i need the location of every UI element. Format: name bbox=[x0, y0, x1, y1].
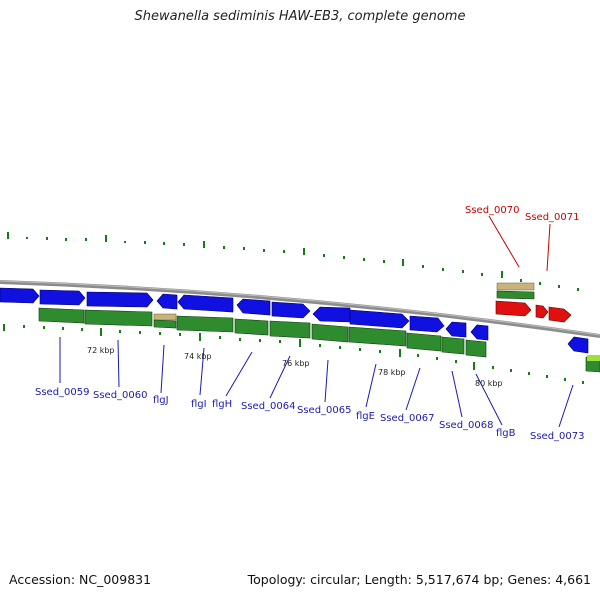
accession-label: Accession: NC_009831 bbox=[9, 572, 152, 587]
scale-label-80kbp: 80 kbp bbox=[475, 379, 503, 388]
gene-arrow[interactable] bbox=[39, 289, 86, 306]
highlighted-genes bbox=[495, 300, 572, 323]
topology-summary: Topology: circular; Length: 5,517,674 bp… bbox=[247, 572, 591, 587]
cds-features bbox=[38, 290, 600, 373]
cds-bar[interactable] bbox=[176, 315, 234, 333]
forward-strand-genes bbox=[0, 287, 589, 354]
leader-line bbox=[269, 355, 291, 399]
scale-label-72kbp: 72 kbp bbox=[87, 346, 115, 355]
genome-backbone-highlight bbox=[0, 280, 600, 336]
scale-label-78kbp: 78 kbp bbox=[378, 368, 406, 377]
leader-line bbox=[558, 384, 574, 428]
gene-label-flgE[interactable]: flgE bbox=[356, 411, 375, 422]
gene-arrow[interactable] bbox=[445, 321, 467, 338]
gene-label-flgH[interactable]: flgH bbox=[212, 399, 232, 410]
cds-bar[interactable] bbox=[348, 326, 407, 347]
gene-label-flgJ[interactable]: flgJ bbox=[153, 395, 169, 406]
gene-arrow[interactable] bbox=[470, 324, 489, 341]
gene-label-ssed-0073[interactable]: Ssed_0073 bbox=[530, 431, 585, 442]
highlight-leader-lines bbox=[488, 215, 551, 272]
genome-backbone bbox=[0, 280, 600, 338]
cds-bar[interactable] bbox=[269, 320, 311, 339]
gene-arrow[interactable] bbox=[0, 287, 40, 304]
gene-bars bbox=[153, 282, 535, 321]
leader-line bbox=[546, 223, 551, 272]
cds-bar[interactable] bbox=[38, 307, 85, 324]
gene-arrow-ssed-0071[interactable] bbox=[535, 304, 549, 319]
cds-bar[interactable] bbox=[441, 336, 465, 355]
gene-arrow[interactable] bbox=[271, 301, 311, 319]
gene-label-flgI[interactable]: flgI bbox=[191, 399, 207, 410]
leader-line bbox=[160, 344, 165, 394]
cds-bar[interactable] bbox=[406, 332, 442, 352]
outer-ticks bbox=[7, 232, 579, 291]
gene-arrow[interactable] bbox=[177, 294, 234, 313]
leader-line bbox=[475, 373, 503, 426]
gene-arrow[interactable] bbox=[349, 309, 410, 329]
gene-arrow[interactable] bbox=[156, 293, 178, 310]
cds-bar[interactable] bbox=[311, 323, 349, 343]
gene-arrow[interactable] bbox=[409, 315, 445, 333]
cds-bar[interactable] bbox=[84, 309, 153, 327]
gene-bar-lime bbox=[587, 355, 600, 361]
cds-bar[interactable] bbox=[153, 319, 177, 329]
gene-arrow[interactable] bbox=[312, 306, 351, 323]
cds-bar[interactable] bbox=[465, 339, 487, 358]
leader-line bbox=[405, 367, 421, 411]
inner-ticks bbox=[3, 324, 584, 384]
leader-line bbox=[199, 347, 205, 396]
leader-line bbox=[324, 359, 329, 403]
gene-arrow[interactable] bbox=[236, 298, 271, 316]
gene-arrow[interactable] bbox=[567, 336, 589, 354]
gene-arrow-ssed-0070[interactable] bbox=[495, 300, 532, 317]
cds-bar-ssed-0070[interactable] bbox=[496, 290, 535, 300]
gene-label-ssed-0060[interactable]: Ssed_0060 bbox=[93, 390, 148, 401]
leader-line bbox=[117, 339, 120, 388]
leader-line bbox=[365, 363, 377, 408]
gene-bar bbox=[153, 313, 177, 321]
gene-label-ssed-0059[interactable]: Ssed_0059 bbox=[35, 387, 90, 398]
gene-label-ssed-0065[interactable]: Ssed_0065 bbox=[297, 405, 352, 416]
gene-label-ssed-0064[interactable]: Ssed_0064 bbox=[241, 401, 296, 412]
leader-line bbox=[225, 351, 253, 397]
cds-bar[interactable] bbox=[234, 318, 269, 336]
leader-line bbox=[488, 215, 520, 268]
gene-label-ssed-0070[interactable]: Ssed_0070 bbox=[465, 205, 520, 216]
gene-label-flgB[interactable]: flgB bbox=[496, 428, 516, 439]
gene-bar-ssed-0070 bbox=[496, 282, 535, 291]
scale-label-76kbp: 76 kbp bbox=[282, 359, 310, 368]
gene-label-ssed-0067[interactable]: Ssed_0067 bbox=[380, 413, 435, 424]
map-title: Shewanella sediminis HAW-EB3, complete g… bbox=[134, 9, 466, 24]
scale-label-74kbp: 74 kbp bbox=[184, 352, 212, 361]
gene-arrow[interactable] bbox=[86, 291, 154, 308]
gene-label-ssed-0068[interactable]: Ssed_0068 bbox=[439, 420, 494, 431]
gene-label-ssed-0071[interactable]: Ssed_0071 bbox=[525, 212, 580, 223]
label-leader-lines bbox=[59, 337, 574, 428]
gene-arrow-ssed-0071b[interactable] bbox=[548, 306, 572, 323]
leader-line bbox=[451, 370, 463, 418]
